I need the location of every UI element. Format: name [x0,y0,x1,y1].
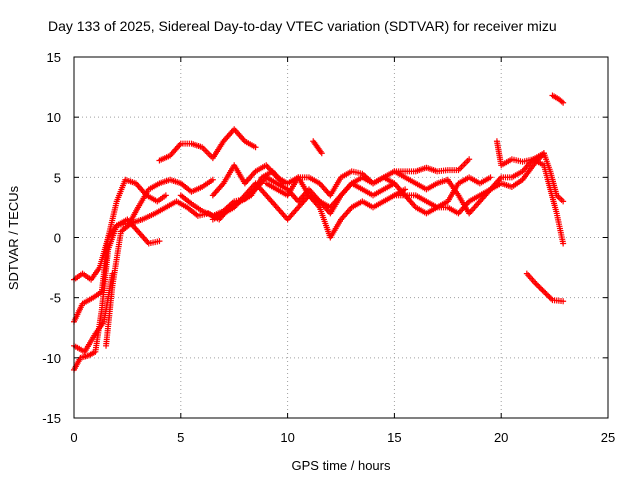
x-tick-label: 15 [387,430,401,445]
y-tick-label: 15 [47,50,61,65]
x-tick-label: 25 [601,430,615,445]
data-series-track-2 [71,176,169,325]
data-point [546,294,553,301]
data-series-track-3 [71,176,216,373]
data-point [542,290,549,297]
data-point [560,298,567,305]
data-series-track-16 [549,92,567,106]
data-point [162,192,169,199]
data-point [156,238,163,245]
data-series-track-9 [209,156,473,223]
data-point [466,156,473,163]
data-point [402,186,409,193]
data-series-track-5 [103,168,287,349]
data-point [487,174,494,181]
x-tick-label: 0 [70,430,77,445]
grid-layer [74,57,608,418]
data-point [560,99,567,106]
data-point [539,287,546,294]
data-point [536,284,543,291]
data-point [540,288,547,295]
data-point [318,150,325,157]
tick-layer: 0 5 10 15 20 25 -15 -10 -5 0 5 10 15 [42,50,615,445]
data-series-track-15 [523,270,567,305]
data-layer [71,92,567,373]
data-point [543,291,550,298]
data-point [560,198,567,205]
data-point [535,283,542,290]
y-tick-label: 0 [54,231,61,246]
data-point [252,144,259,151]
y-tick-label: -10 [42,351,61,366]
y-tick-label: -5 [49,291,61,306]
data-point [538,285,545,292]
data-point [560,240,567,247]
x-tick-label: 20 [494,430,508,445]
y-tick-label: -15 [42,411,61,426]
data-point [533,281,540,288]
chart-title: Day 133 of 2025, Sidereal Day-to-day VTE… [48,18,557,34]
y-tick-label: 10 [47,110,61,125]
x-tick-label: 10 [280,430,294,445]
x-axis-label: GPS time / hours [292,458,391,473]
data-point [209,176,216,183]
y-tick-label: 5 [54,170,61,185]
data-series-track-6 [156,126,259,164]
y-axis-label: SDTVAR / TECUs [6,185,21,290]
data-series-track-13 [493,138,567,247]
x-tick-label: 5 [177,430,184,445]
data-series-track-14 [310,138,325,157]
